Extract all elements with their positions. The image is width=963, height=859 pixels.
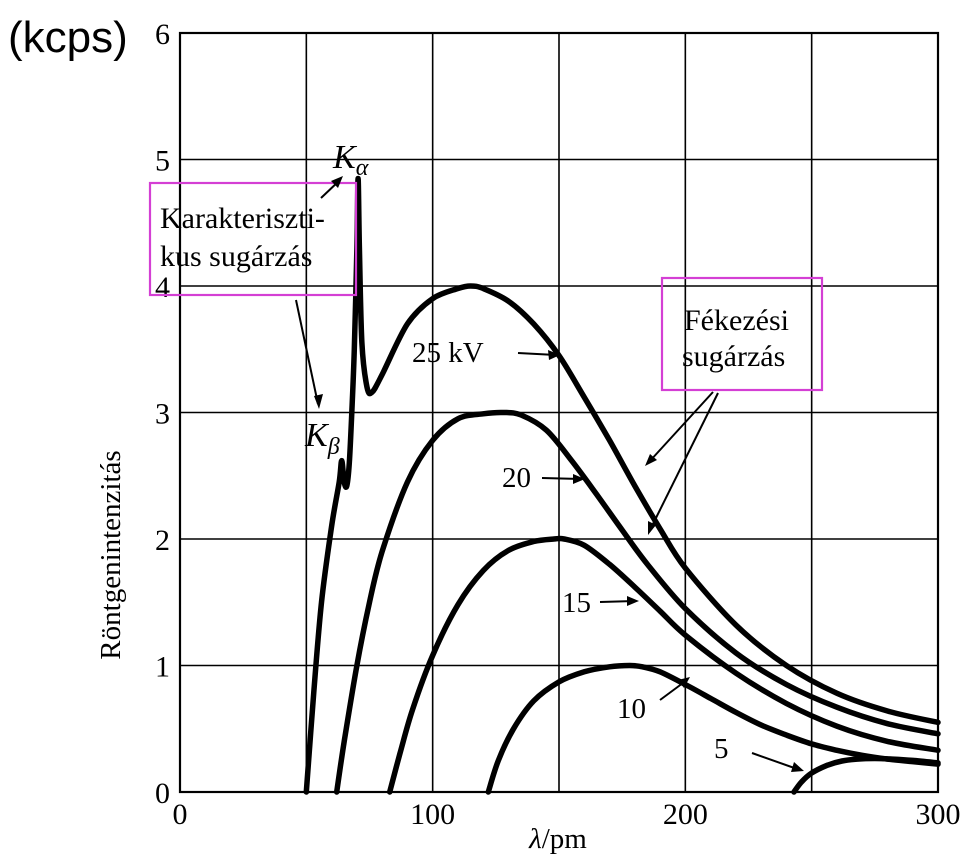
bremsstrahlung-line1: Fékezési — [684, 304, 789, 337]
x-axis-unit: /pm — [542, 823, 588, 855]
x-axis-title: λ/pm — [528, 823, 587, 855]
y-tick-label: 0 — [155, 777, 170, 810]
x-axis-variable: λ — [528, 823, 542, 855]
y-tick-label: 2 — [155, 524, 170, 557]
series-line-3 — [485, 662, 941, 795]
x-tick-label: 200 — [663, 798, 708, 831]
series-label-15: 15 — [562, 587, 591, 619]
characteristic-radiation-line2: kus sugárzás — [160, 240, 312, 273]
x-tick-label: 100 — [410, 798, 455, 831]
series-line-4 — [791, 755, 941, 795]
series-label-20: 20 — [502, 462, 531, 494]
y-tick-label: 1 — [155, 651, 170, 684]
series-line-1 — [333, 409, 941, 795]
bremsstrahlung-line2: sugárzás — [682, 340, 785, 373]
unit-label: (kcps) — [8, 13, 128, 62]
series-label-25kv: 25 kV — [412, 337, 484, 369]
y-tick-label: 6 — [155, 18, 170, 51]
plot-frame — [178, 31, 940, 794]
characteristic-radiation-line1: Karakteriszti- — [160, 202, 325, 235]
grid — [180, 33, 938, 792]
y-tick-label: 5 — [155, 145, 170, 178]
x-tick-label: 300 — [916, 798, 961, 831]
y-tick-label: 4 — [155, 271, 170, 304]
series-line-2 — [386, 535, 941, 795]
k-alpha-label: Kα — [332, 139, 369, 181]
bremsstrahlung-box — [660, 276, 824, 392]
y-tick-label: 3 — [155, 398, 170, 431]
series-label-5: 5 — [714, 733, 729, 765]
characteristic-radiation-box — [148, 181, 358, 297]
y-axis-title: Röntgenintenzitás — [95, 450, 127, 659]
k-beta-label: Kβ — [304, 417, 340, 460]
series-line-0 — [303, 175, 941, 795]
tick-labels: 0 1 2 3 4 5 6 0 100 200 300 — [155, 18, 961, 831]
x-tick-label: 0 — [173, 798, 188, 831]
bremsstrahlung-arrows — [645, 391, 719, 535]
characteristic-radiation-arrows — [295, 176, 343, 409]
series-label-arrows — [517, 350, 804, 772]
series-label-10: 10 — [617, 693, 646, 725]
